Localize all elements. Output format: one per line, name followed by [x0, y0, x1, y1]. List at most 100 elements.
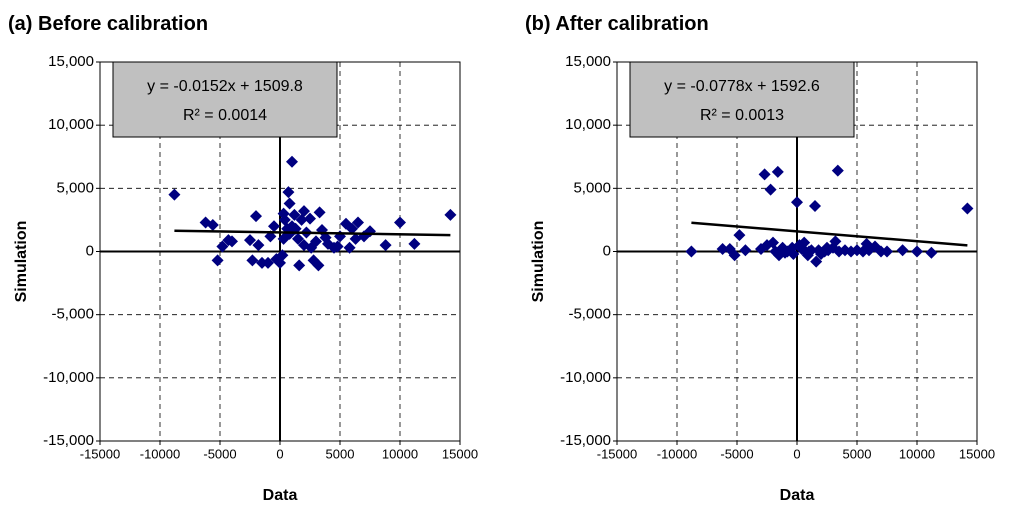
y-tick-label: 5,000 — [573, 179, 611, 196]
x-tick-label: -10000 — [140, 446, 180, 461]
x-tick-label: 0 — [793, 446, 800, 461]
y-tick-label: -10,000 — [43, 369, 94, 386]
point — [408, 237, 421, 250]
x-tick-label: 5000 — [843, 446, 872, 461]
x-tick-label: 15000 — [442, 446, 478, 461]
point — [925, 246, 938, 259]
y-tick-label: 10,000 — [565, 116, 611, 133]
point — [168, 188, 181, 201]
chart-title: (a) Before calibration — [8, 13, 208, 35]
point — [829, 235, 842, 248]
chart-title: (b) After calibration — [525, 13, 709, 35]
equation-box — [629, 61, 855, 138]
x-tick-label: 10000 — [899, 446, 935, 461]
point — [798, 236, 811, 249]
point — [319, 231, 332, 244]
point — [346, 222, 358, 235]
point — [803, 245, 815, 258]
x-tick-label: -5000 — [720, 446, 753, 461]
point — [728, 249, 741, 262]
point — [288, 208, 301, 221]
x-tick-label: -5000 — [203, 446, 236, 461]
y-tick-label: 15,000 — [48, 53, 94, 70]
point — [252, 239, 265, 252]
y-tick-label: 10,000 — [48, 116, 94, 133]
point — [767, 236, 779, 249]
point — [262, 256, 274, 269]
point — [343, 241, 356, 254]
y-tick-label: 0 — [86, 242, 94, 259]
point — [831, 164, 844, 177]
point — [896, 244, 909, 257]
point — [821, 241, 833, 254]
point — [733, 229, 746, 242]
point — [349, 232, 362, 245]
point — [246, 254, 259, 267]
point — [298, 205, 310, 218]
y-tick-label: -15,000 — [560, 432, 611, 449]
x-tick-label: -10000 — [657, 446, 697, 461]
point — [250, 210, 262, 223]
point — [394, 216, 406, 229]
point — [211, 254, 224, 267]
point — [282, 186, 295, 199]
point — [771, 165, 784, 178]
point — [268, 220, 280, 233]
point — [791, 196, 803, 209]
point — [295, 213, 308, 226]
trendline-r2: R² = 0.0014 — [183, 107, 267, 124]
y-tick-label: -5,000 — [568, 306, 611, 323]
point — [331, 240, 344, 253]
y-tick-label: -5,000 — [51, 306, 94, 323]
point — [313, 206, 326, 219]
point — [739, 244, 752, 257]
y-tick-label: 15,000 — [565, 53, 611, 70]
point — [716, 242, 729, 255]
point — [293, 259, 306, 272]
point — [810, 255, 823, 268]
y-axis-label: Simulation — [530, 221, 547, 303]
trendline-r2: R² = 0.0013 — [700, 107, 784, 124]
point — [352, 216, 364, 229]
trendline-equation: y = -0.0778x + 1592.6 — [664, 78, 820, 95]
trendline — [691, 221, 968, 247]
point — [286, 155, 298, 168]
trendline — [174, 229, 451, 237]
y-tick-label: 0 — [603, 242, 611, 259]
y-tick-label: -10,000 — [560, 369, 611, 386]
point — [216, 240, 229, 253]
x-tick-label: 0 — [276, 446, 283, 461]
point — [304, 212, 316, 225]
x-axis-label: Data — [263, 487, 298, 504]
point — [685, 245, 698, 258]
x-tick-label: -15000 — [597, 446, 637, 461]
point — [292, 232, 304, 245]
point — [809, 200, 821, 213]
x-tick-label: 10000 — [382, 446, 418, 461]
point — [961, 202, 974, 215]
point — [379, 239, 392, 252]
trendline-equation: y = -0.0152x + 1509.8 — [147, 78, 303, 95]
point — [758, 168, 771, 181]
point — [278, 213, 291, 226]
point — [305, 241, 318, 254]
point — [244, 234, 256, 247]
x-tick-label: 15000 — [959, 446, 995, 461]
equation-box — [112, 61, 338, 138]
y-tick-label: 5,000 — [56, 179, 94, 196]
x-tick-label: 5000 — [326, 446, 355, 461]
point — [881, 245, 893, 258]
point — [312, 259, 325, 272]
point — [276, 249, 289, 262]
y-tick-label: -15,000 — [43, 432, 94, 449]
x-axis-label: Data — [780, 487, 815, 504]
point — [787, 248, 800, 261]
point — [283, 197, 296, 210]
x-tick-label: -15000 — [80, 446, 120, 461]
point — [226, 235, 238, 248]
y-axis-label: Simulation — [13, 221, 30, 303]
point — [444, 208, 457, 221]
point — [764, 183, 777, 196]
point — [911, 245, 923, 258]
